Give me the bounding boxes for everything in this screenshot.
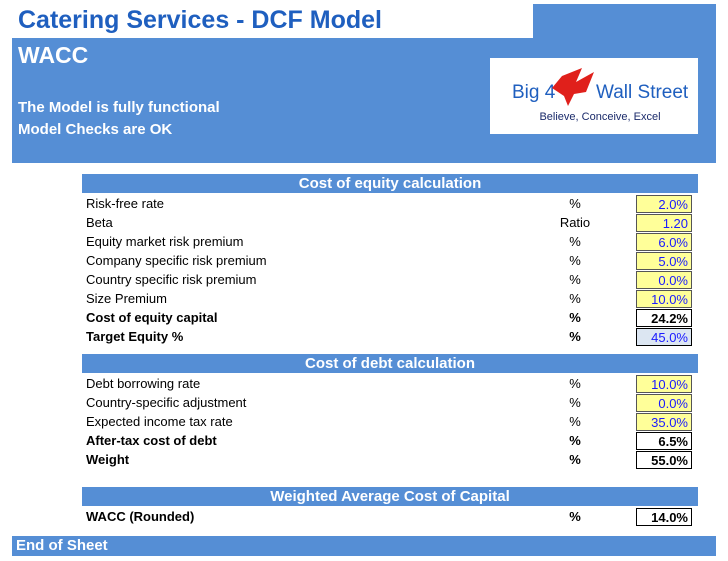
row-value: 55.0% xyxy=(636,451,692,469)
row-value: 6.5% xyxy=(636,432,692,450)
row-label: Size Premium xyxy=(86,291,167,306)
row-value: 1.20 xyxy=(636,214,692,232)
row-unit: % xyxy=(569,272,581,287)
row-unit: % xyxy=(569,310,581,325)
row-value: 14.0% xyxy=(636,508,692,526)
row-label: Company specific risk premium xyxy=(86,253,267,268)
table-row: Risk-free rate% 2.0% xyxy=(82,194,698,213)
row-unit: % xyxy=(569,291,581,306)
logo-tagline: Believe, Conceive, Excel xyxy=(539,111,660,123)
logo: Big 4 Wall Street Believe, Conceive, Exc… xyxy=(490,58,698,134)
row-label: Target Equity % xyxy=(86,329,184,344)
row-label: Debt borrowing rate xyxy=(86,376,201,391)
table-row: Expected income tax rate% 35.0% xyxy=(82,412,698,431)
section: Weighted Average Cost of Capital WACC (R… xyxy=(82,487,698,526)
row-value: 24.2% xyxy=(636,309,692,327)
row-value: 10.0% xyxy=(636,290,692,308)
row-value: 0.0% xyxy=(636,394,692,412)
row-label: Country specific risk premium xyxy=(86,272,257,287)
logo-eagle xyxy=(552,68,594,106)
row-unit: % xyxy=(569,376,581,391)
table-row: Country specific risk premium% 0.0% xyxy=(82,270,698,289)
table-row: Weight% 55.0% xyxy=(82,450,698,469)
row-unit: % xyxy=(569,329,581,344)
logo-right: Wall Street xyxy=(596,82,689,103)
row-value: 10.0% xyxy=(636,375,692,393)
row-label: After-tax cost of debt xyxy=(86,433,217,448)
row-unit: % xyxy=(569,433,581,448)
table-row: Equity market risk premium% 6.0% xyxy=(82,232,698,251)
row-unit: % xyxy=(569,253,581,268)
row-unit: % xyxy=(569,234,581,249)
row-label: Weight xyxy=(86,452,130,467)
row-value: 5.0% xyxy=(636,252,692,270)
table-row: Beta Ratio 1.20 xyxy=(82,213,698,232)
row-value: 0.0% xyxy=(636,271,692,289)
table-row: Country-specific adjustment% 0.0% xyxy=(82,393,698,412)
row-label: Expected income tax rate xyxy=(86,414,233,429)
row-unit: % xyxy=(569,509,581,524)
row-label: Risk-free rate xyxy=(86,196,165,211)
status: Model Checks are OK xyxy=(18,121,173,138)
table-row: Size Premium% 10.0% xyxy=(82,289,698,308)
table-row: Target Equity %% 45.0% xyxy=(82,327,698,346)
row-label: Equity market risk premium xyxy=(86,234,244,249)
table-row: Company specific risk premium% 5.0% xyxy=(82,251,698,270)
logo-left: Big 4 xyxy=(512,82,556,103)
table-row: After-tax cost of debt% 6.5% xyxy=(82,431,698,450)
row-value: 45.0% xyxy=(636,328,692,346)
footer: End of Sheet xyxy=(12,536,716,556)
row-label: Country-specific adjustment xyxy=(86,395,247,410)
row-label: Beta xyxy=(86,215,113,230)
row-value: 2.0% xyxy=(636,195,692,213)
section-title: Weighted Average Cost of Capital xyxy=(82,487,698,506)
sheet-name: WACC xyxy=(18,42,89,68)
table-row: Debt borrowing rate% 10.0% xyxy=(82,374,698,393)
header-block xyxy=(533,4,716,40)
section: Cost of debt calculation Debt borrowing … xyxy=(82,354,698,469)
row-unit: % xyxy=(569,452,581,467)
table-row: Cost of equity capital% 24.2% xyxy=(82,308,698,327)
section: Cost of equity calculation Risk-free rat… xyxy=(82,174,698,346)
row-unit: % xyxy=(569,196,581,211)
section-title: Cost of debt calculation xyxy=(82,354,698,373)
table-row: WACC (Rounded)% 14.0% xyxy=(82,507,698,526)
row-label: Cost of equity capital xyxy=(86,310,218,325)
row-value: 6.0% xyxy=(636,233,692,251)
section-title: Cost of equity calculation xyxy=(82,174,698,193)
row-unit: Ratio xyxy=(559,215,591,230)
logo-art: Big 4 Wall Street Believe, Conceive, Exc… xyxy=(512,68,689,123)
row-value: 35.0% xyxy=(636,413,692,431)
row-unit: % xyxy=(569,414,581,429)
status: The Model is fully functional xyxy=(18,99,220,116)
row-unit: % xyxy=(569,395,581,410)
row-label: WACC (Rounded) xyxy=(86,509,195,524)
title: Catering Services - DCF Model xyxy=(18,6,382,34)
